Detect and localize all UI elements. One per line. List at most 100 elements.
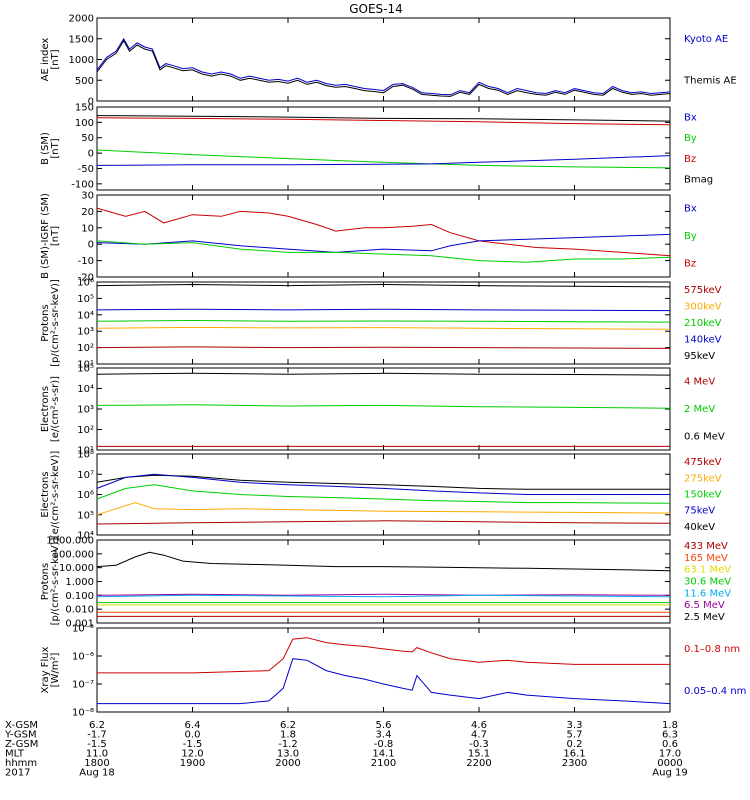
series-bz	[96, 207, 671, 257]
legend-entry: 433 MeV	[684, 541, 728, 552]
x-tick-label: -0.3	[469, 739, 489, 750]
x-row-label: hhmm	[5, 758, 37, 769]
y-tick-label: 10⁵	[77, 294, 94, 305]
y-tick-label: 500	[75, 76, 94, 87]
x-tick-label: Aug 19	[652, 768, 687, 779]
series-210kev	[96, 319, 671, 323]
x-row-label: 2017	[5, 768, 30, 779]
legend-entry: 63.1 MeV	[684, 565, 731, 576]
y-tick-label: 10⁷	[77, 470, 94, 481]
legend-entry: 0.6 MeV	[684, 431, 725, 442]
legend-entry: 6.5 MeV	[684, 600, 725, 611]
panel-frame	[96, 367, 671, 451]
y-tick-label: 30	[81, 191, 94, 202]
y-tick-label: -20	[78, 273, 94, 284]
legend-entry: Bz	[684, 154, 696, 165]
y-tick-label: 10⁴	[77, 310, 94, 321]
series-0-6-mev	[96, 372, 671, 376]
panel-xray: 10⁻⁸ 10⁻⁷ 10⁻⁶ 10⁻⁵ Xray Flux [W/m²] 0.1–0.8 n…	[40, 624, 746, 719]
x-tick-label: 1.8	[280, 730, 296, 741]
legend-entry: 210keV	[684, 318, 722, 329]
x-tick-label: 6.4	[185, 720, 201, 731]
y-axis-label: Electrons	[40, 471, 51, 517]
y-tick-label: 0.001	[65, 619, 94, 630]
series-kyoto-ae	[96, 37, 671, 96]
y-tick-label: 0	[88, 149, 94, 160]
y-tick-label: 10⁵	[77, 364, 94, 375]
x-tick-label: 2300	[562, 758, 587, 769]
legend-entry: Themis AE	[683, 75, 737, 86]
x-row-label: MLT	[5, 749, 25, 760]
y-tick-label: 10⁶	[77, 490, 94, 501]
x-tick-label: -1.5	[183, 739, 203, 750]
x-tick-label: 11.0	[86, 749, 108, 760]
y-axis-label: Xray Flux	[40, 646, 51, 693]
y-tick-label: 10⁵	[77, 510, 94, 521]
legend-entry: 11.6 MeV	[684, 588, 731, 599]
series-95kev	[96, 283, 671, 288]
series-themis-ae	[96, 39, 671, 97]
series-150kev	[96, 484, 671, 504]
y-tick-label: 0	[88, 97, 94, 108]
x-tick-label: -1.7	[87, 730, 107, 741]
series-75kev	[96, 473, 670, 495]
series-140kev	[96, 308, 671, 312]
y-axis-label: Protons	[40, 304, 51, 341]
y-tick-label: 0.100	[65, 591, 94, 602]
y-tick-label: 2000	[69, 14, 94, 25]
y-tick-label: 1000	[69, 55, 94, 66]
x-tick-label: 2100	[371, 758, 396, 769]
x-tick-label: 3.4	[376, 730, 392, 741]
x-tick-label: 15.1	[468, 749, 490, 760]
y-axis-label: [nT]	[50, 138, 61, 158]
series-2-mev	[96, 404, 671, 409]
y-axis-label: Electrons	[40, 386, 51, 432]
y-tick-label: 10⁶	[77, 278, 94, 289]
y-tick-label: 10⁻⁵	[72, 624, 94, 635]
legend-entry: 140keV	[684, 334, 722, 345]
x-tick-label: 14.1	[372, 749, 394, 760]
x-tick-label: Aug 18	[79, 768, 114, 779]
x-tick-label: 13.0	[277, 749, 299, 760]
y-tick-label: -100	[71, 179, 94, 190]
x-tick-label: 0.0	[185, 730, 201, 741]
y-axis-label: [nT]	[50, 226, 61, 246]
y-tick-label: -50	[78, 164, 94, 175]
panel-electrons-magedr: 10⁴ 10⁵ 10⁶ 10⁷ 10⁸ Electrons [e/(cm²-s-sr-keV…	[40, 450, 722, 542]
series-bx	[96, 155, 671, 166]
x-tick-label: 0000	[657, 758, 682, 769]
panel-protons-mageds: 10¹ 10² 10³ 10⁴ 10⁵ 10⁶ Protons [p/(cm²-s-sr-ke…	[40, 278, 722, 371]
legend-entry: 0.05–0.4 nm	[684, 686, 746, 697]
x-tick-label: 5.6	[376, 720, 392, 731]
y-tick-label: 10⁴	[77, 531, 94, 542]
panel-bigrf: -20 -10 0 10 20 30 B (SM)-IGRF (SM) [nT] Bx By Bz	[40, 191, 697, 284]
y-tick-label: -10	[78, 256, 94, 267]
legend-entry: 275keV	[684, 473, 722, 484]
legend-entry: Bz	[684, 258, 696, 269]
panel-bsm: -100 -50 0 50 100 150 B (SM) [nT] Bx By Bz Bmag	[40, 103, 713, 191]
legend-entry: 2.5 MeV	[684, 612, 725, 623]
legend-entry: Bx	[684, 112, 697, 123]
series-6-5-mev	[96, 593, 671, 596]
x-row-label: X-GSM	[5, 720, 38, 731]
legend-entry: Bx	[684, 204, 697, 215]
y-axis-label: [p/(cm²-s-sr-keV)]	[50, 538, 61, 626]
y-tick-label: 10¹	[77, 446, 94, 457]
legend-entry: 40keV	[684, 522, 715, 533]
legend-entry: 95keV	[684, 351, 715, 362]
x-tick-label: 1800	[84, 758, 109, 769]
x-tick-label: 1.8	[662, 720, 678, 731]
y-tick-label: 10.000	[59, 563, 94, 574]
y-axis-label: B (SM)-IGRF (SM)	[40, 193, 51, 279]
legend-entry: 150keV	[684, 490, 722, 501]
legend-entry: 4 MeV	[684, 377, 715, 388]
series-475kev	[96, 520, 671, 525]
y-tick-label: 100.000	[53, 549, 94, 560]
y-axis-label: Protons	[40, 563, 51, 600]
x-tick-label: 2200	[466, 758, 491, 769]
x-tick-label: 17.0	[659, 749, 681, 760]
panel-electrons-epead: 10¹ 10² 10³ 10⁴ 10⁵ Electrons [e/(cm²-s-sr)] 4 …	[40, 364, 725, 457]
legend-entry: 0.1–0.8 nm	[684, 644, 740, 655]
y-tick-label: 10⁴	[77, 384, 94, 395]
